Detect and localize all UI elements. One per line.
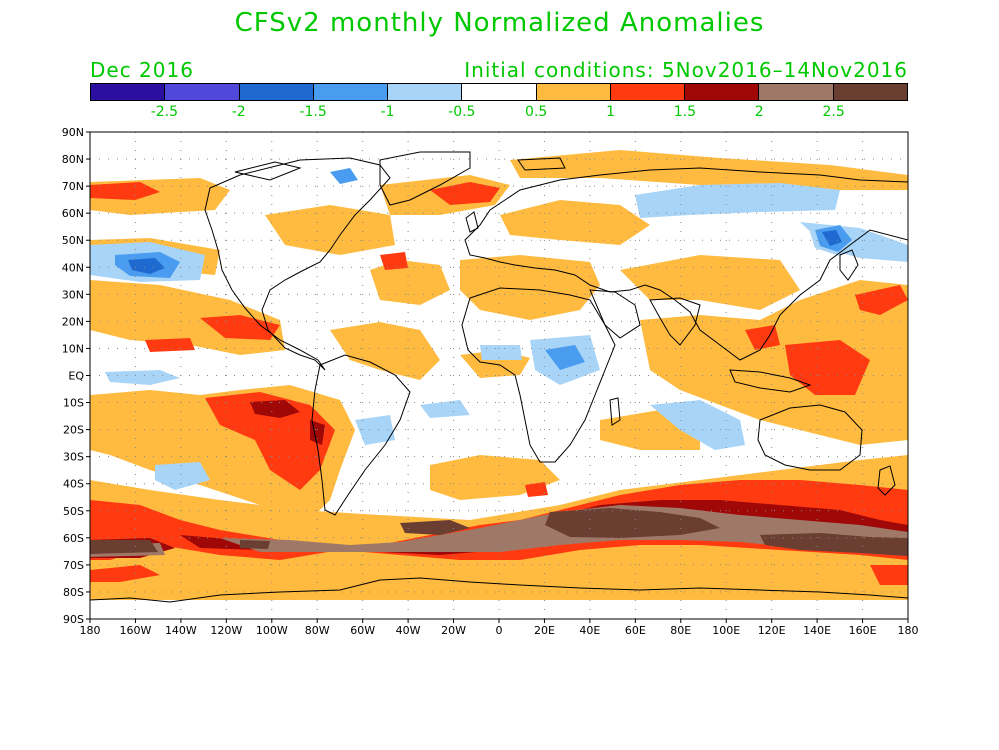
colorbar-segment: [462, 84, 537, 100]
positive-anomaly-extreme: [90, 508, 908, 556]
latitude-label: 60N: [62, 207, 84, 220]
colorbar-segment: [91, 84, 166, 100]
colorbar-segment: [759, 84, 834, 100]
latitude-label: 10S: [63, 397, 84, 410]
negative-anomaly-strong: [128, 230, 842, 274]
latitude-label: 70S: [63, 559, 84, 572]
colorbar-segment: [239, 84, 314, 100]
longitude-labels: 180 160W 140W 120W 100W 80W 60W 40W 20W 0 20E 40E 60…: [80, 624, 919, 637]
colorbar-segment: [536, 84, 611, 100]
colorbar-tick-label: 2: [754, 104, 764, 120]
latitude-label: 20S: [63, 424, 84, 437]
latitude-label: 20N: [62, 315, 84, 328]
latitude-label: 60S: [63, 532, 84, 545]
longitude-label: 120W: [210, 624, 242, 637]
colorbar: [90, 83, 908, 101]
longitude-label: 60W: [350, 624, 375, 637]
longitude-label: 160E: [849, 624, 877, 637]
latitude-label: 30S: [63, 451, 84, 464]
longitude-label: 20W: [441, 624, 466, 637]
initial-conditions: Initial conditions: 5Nov2016–14Nov2016: [464, 58, 908, 82]
colorbar-tick-label: -1: [380, 104, 395, 120]
latitude-labels: 90N 80N 70N 60N 50N 40N 30N 20N 10N EQ 10S 20S 30S 40…: [62, 126, 85, 626]
latitude-label: 80N: [62, 153, 84, 166]
longitude-label: 140E: [803, 624, 831, 637]
latitude-label: 10N: [62, 342, 84, 355]
longitude-label: 100E: [712, 624, 740, 637]
longitude-label: 40W: [396, 624, 421, 637]
colorbar-tick-label: -2.5: [150, 104, 179, 120]
colorbar-segment: [388, 84, 463, 100]
map-title: CFSv2 monthly Normalized Anomalies: [234, 8, 765, 38]
forecast-month: Dec 2016: [90, 58, 194, 82]
longitude-label: 20E: [534, 624, 555, 637]
colorbar-tick-label: -2: [231, 104, 246, 120]
longitude-label: 40E: [579, 624, 600, 637]
colorbar-tick-label: 1: [606, 104, 615, 120]
longitude-label: 160W: [120, 624, 152, 637]
colorbar-segment: [685, 84, 760, 100]
longitude-label: 100W: [256, 624, 288, 637]
latitude-label: 70N: [62, 180, 84, 193]
colorbar-segment: [165, 84, 240, 100]
longitude-label: 80E: [670, 624, 691, 637]
anomaly-field: [90, 132, 908, 619]
latitude-label: 50S: [63, 505, 84, 518]
colorbar-segment: [313, 84, 389, 100]
colorbar-tick-label: 2.5: [822, 104, 845, 120]
latitude-label: 40N: [62, 261, 84, 274]
colorbar-tick-label: 1.5: [673, 104, 697, 120]
longitude-label: 80W: [305, 624, 330, 637]
coastlines: [90, 151, 908, 603]
graticule: [90, 132, 908, 619]
negative-anomaly-moderate: [115, 168, 852, 370]
colorbar-segment: [610, 84, 686, 100]
axis-ticks: [86, 131, 909, 623]
longitude-label: 60E: [625, 624, 646, 637]
latitude-label: EQ: [68, 370, 84, 383]
colorbar-tick-label: -0.5: [448, 104, 476, 120]
longitude-label: 120E: [758, 624, 786, 637]
longitude-label: 180: [898, 624, 919, 637]
latitude-label: 30N: [62, 288, 84, 301]
latitude-label: 50N: [62, 234, 84, 247]
latitude-label: 80S: [63, 586, 84, 599]
colorbar-segment: [833, 84, 907, 100]
longitude-label: 180: [80, 624, 101, 637]
latitude-label: 90S: [63, 613, 84, 626]
colorbar-tick-label: 0.5: [525, 104, 548, 120]
longitude-label: 0: [496, 624, 503, 637]
colorbar-tick-label: -1.5: [299, 104, 327, 120]
latitude-label: 40S: [63, 478, 84, 491]
latitude-label: 90N: [62, 126, 84, 139]
longitude-label: 140W: [165, 624, 197, 637]
